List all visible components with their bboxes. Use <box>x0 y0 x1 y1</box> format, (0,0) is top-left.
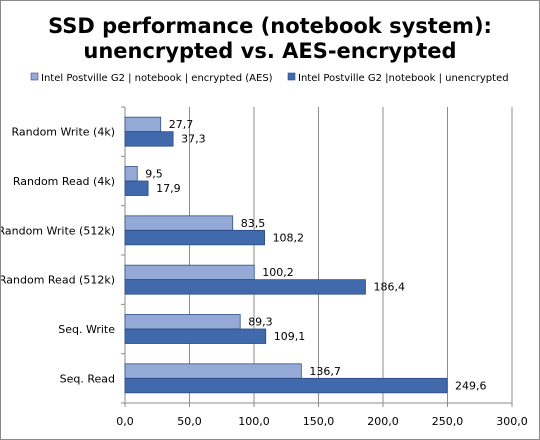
x-tick-label: 50,0 <box>177 415 202 428</box>
data-label-unencrypted: 108,2 <box>273 231 305 244</box>
chart-legend: Intel Postville G2 | notebook | encrypte… <box>30 72 509 84</box>
data-label-unencrypted: 249,6 <box>455 379 487 392</box>
bar-unencrypted <box>124 328 267 344</box>
data-label-unencrypted: 109,1 <box>274 330 306 343</box>
category-label: Random Read (512k) <box>1 274 115 287</box>
chart-title: SSD performance (notebook system): <box>48 14 492 38</box>
category-label: Seq. Write <box>58 323 115 336</box>
bar-encrypted <box>124 314 241 330</box>
data-label-encrypted: 83,5 <box>241 217 266 230</box>
bar-encrypted <box>124 264 255 281</box>
bar-encrypted <box>124 116 162 133</box>
data-label-unencrypted: 37,3 <box>181 133 206 146</box>
x-tick-label: 200,0 <box>367 415 399 428</box>
legend-label: Intel Postville G2 |notebook | unencrypt… <box>298 73 509 84</box>
bar-unencrypted <box>124 229 265 246</box>
bar-unencrypted <box>124 180 149 196</box>
plot-area: 0,0 50,0 100,0 150,0 200,0 250,0 300,0 27,7 37,3… <box>1 106 528 428</box>
category-label: Random Read (4k) <box>13 175 115 188</box>
legend-swatch <box>30 72 39 81</box>
category-label: Seq. Read <box>60 372 115 385</box>
x-tick-label: 300,0 <box>496 415 528 428</box>
data-label-unencrypted: 186,4 <box>373 281 405 294</box>
bar-encrypted <box>124 215 234 231</box>
data-label-encrypted: 100,2 <box>262 266 294 279</box>
x-tick-label: 150,0 <box>303 415 335 428</box>
chart-subtitle: unencrypted vs. AES-encrypted <box>83 39 456 63</box>
bar-encrypted <box>124 363 302 379</box>
bar-unencrypted <box>124 279 366 295</box>
bar-unencrypted <box>124 377 448 394</box>
bar-encrypted <box>124 166 138 182</box>
bar-unencrypted <box>124 131 174 147</box>
legend-label: Intel Postville G2 | notebook | encrypte… <box>41 73 273 84</box>
data-label-encrypted: 89,3 <box>248 316 273 329</box>
data-label-encrypted: 136,7 <box>309 365 341 378</box>
legend-swatch <box>287 72 296 81</box>
x-tick-label: 100,0 <box>238 415 270 428</box>
data-label-unencrypted: 17,9 <box>156 182 181 195</box>
data-label-encrypted: 27,7 <box>169 118 194 131</box>
category-label: Random Write (4k) <box>11 126 115 139</box>
x-tick-label: 0,0 <box>116 415 134 428</box>
category-label: Random Write (512k) <box>1 224 115 237</box>
x-tick-label: 250,0 <box>432 415 464 428</box>
data-label-encrypted: 9,5 <box>145 168 163 181</box>
